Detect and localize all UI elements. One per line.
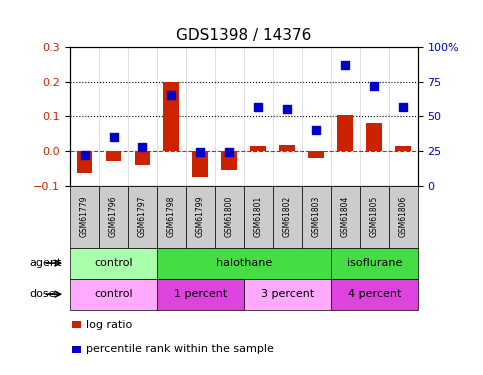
Text: GSM61800: GSM61800	[225, 196, 234, 237]
Text: GSM61797: GSM61797	[138, 196, 147, 237]
Text: control: control	[94, 289, 133, 299]
Point	[284, 106, 291, 112]
Text: GSM61798: GSM61798	[167, 196, 176, 237]
Bar	[338, 114, 354, 151]
Text: 3 percent: 3 percent	[261, 289, 314, 299]
Point	[168, 93, 175, 99]
Text: 1 percent: 1 percent	[174, 289, 227, 299]
Point	[81, 152, 88, 158]
Text: log ratio: log ratio	[86, 320, 132, 330]
Point	[255, 104, 262, 110]
Text: halothane: halothane	[216, 258, 272, 268]
Text: GSM61802: GSM61802	[283, 196, 292, 237]
Point	[139, 144, 146, 150]
Point	[226, 149, 233, 155]
Text: GSM61801: GSM61801	[254, 196, 263, 237]
Text: GDS1398 / 14376: GDS1398 / 14376	[176, 28, 312, 43]
Point	[197, 149, 204, 155]
Bar	[367, 123, 383, 151]
Text: isoflurane: isoflurane	[347, 258, 402, 268]
Text: dose: dose	[29, 289, 56, 299]
Text: GSM61799: GSM61799	[196, 196, 205, 237]
Bar	[135, 151, 151, 165]
Text: GSM61806: GSM61806	[399, 196, 408, 237]
Bar	[251, 146, 267, 151]
Text: GSM61804: GSM61804	[341, 196, 350, 237]
Bar	[309, 151, 325, 158]
Text: percentile rank within the sample: percentile rank within the sample	[86, 344, 274, 354]
Text: control: control	[94, 258, 133, 268]
Bar	[396, 146, 412, 151]
Point	[370, 83, 378, 89]
Bar	[164, 82, 180, 151]
Text: 4 percent: 4 percent	[348, 289, 401, 299]
Text: GSM61796: GSM61796	[109, 196, 118, 237]
Bar	[106, 151, 122, 161]
Text: GSM61805: GSM61805	[370, 196, 379, 237]
Bar	[193, 151, 209, 177]
Point	[341, 62, 349, 68]
Text: GSM61803: GSM61803	[312, 196, 321, 237]
Bar	[222, 151, 238, 170]
Bar	[280, 145, 296, 151]
Text: GSM61779: GSM61779	[80, 196, 89, 237]
Point	[399, 104, 407, 110]
Point	[110, 134, 117, 140]
Bar	[77, 151, 93, 174]
Point	[313, 127, 320, 133]
Text: agent: agent	[29, 258, 61, 268]
